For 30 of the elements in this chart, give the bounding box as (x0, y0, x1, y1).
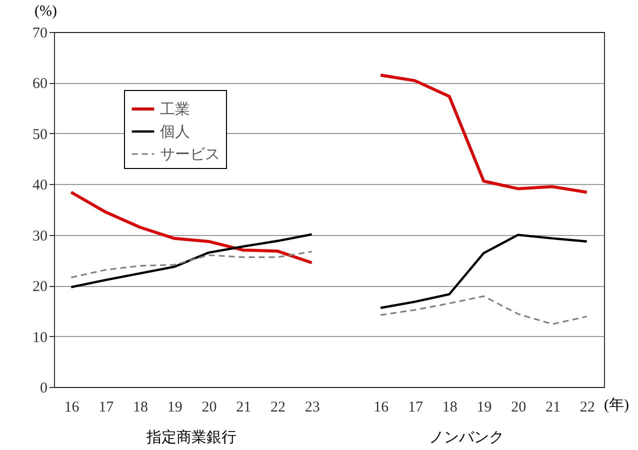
y-axis-title: (%) (34, 4, 57, 20)
x-tick-label: 18 (442, 400, 458, 416)
x-tick-label: 18 (132, 400, 148, 416)
y-tick-label: 10 (32, 330, 48, 346)
legend-label: 個人 (160, 124, 190, 140)
y-tick-label: 70 (32, 26, 48, 42)
x-tick-label: 20 (511, 400, 526, 416)
legend-label: 工業 (160, 101, 190, 118)
x-tick-label: 16 (64, 400, 80, 416)
y-tick-label: 0 (40, 380, 48, 396)
y-tick-label: 60 (32, 76, 48, 92)
legend-label: サービス (160, 147, 220, 163)
x-tick-label: 17 (408, 400, 424, 416)
x-tick-label: 22 (270, 400, 286, 416)
x-tick-label: 21 (545, 400, 560, 416)
x-tick-label: 16 (374, 400, 390, 416)
x-tick-label: 21 (236, 400, 252, 416)
x-tick-label: 20 (202, 400, 217, 416)
y-tick-label: 50 (32, 126, 48, 143)
y-tick-label: 20 (32, 279, 48, 296)
x-axis-title: (年) (604, 396, 629, 414)
text: ノンバンク (428, 429, 505, 447)
x-tick-label: 19 (167, 400, 182, 416)
x-tick-label: 23 (304, 400, 320, 416)
text: 指定商業銀行 (146, 428, 238, 447)
x-tick-label: 17 (98, 400, 114, 416)
x-tick-label: 22 (580, 400, 595, 416)
x-tick-label: 19 (476, 400, 492, 416)
y-tick-label: 40 (32, 178, 48, 194)
y-tick-label: 30 (32, 228, 48, 244)
